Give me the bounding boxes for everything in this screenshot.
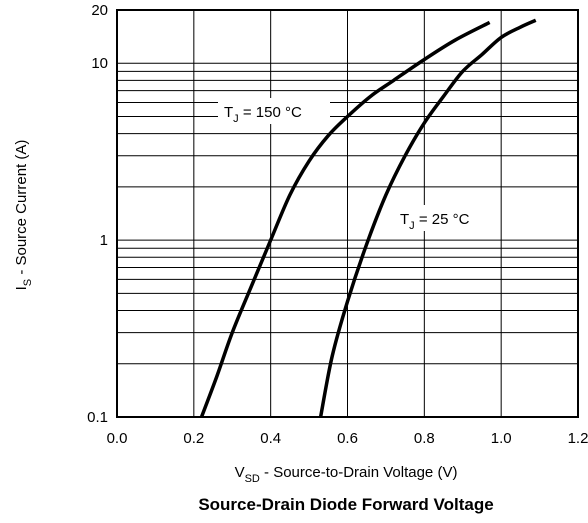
x-tick-label: 0.8 (414, 430, 435, 447)
svg-text:TJ = 150 °C: TJ = 150 °C (224, 104, 302, 125)
y-tick-label: 10 (91, 55, 108, 72)
x-tick-label: 0.2 (183, 430, 204, 447)
curve-tj-25c (318, 18, 537, 418)
y-axis-label: IS - Source Current (A) (13, 140, 34, 291)
curve-tj-150c (199, 20, 491, 418)
x-tick-label: 1.0 (491, 430, 512, 447)
x-axis-label: VSD - Source-to-Drain Voltage (V) (235, 464, 458, 485)
series-label-150c: TJ = 150 °C (218, 98, 330, 125)
y-tick-label: 1 (100, 232, 108, 249)
y-tick-label: 0.1 (87, 409, 108, 426)
svg-text:TJ = 25 °C: TJ = 25 °C (400, 211, 470, 232)
curves (199, 18, 537, 418)
x-tick-label: 0.4 (260, 430, 281, 447)
chart-title: Source-Drain Diode Forward Voltage (198, 495, 493, 514)
series-label-25c: TJ = 25 °C (395, 205, 491, 232)
grid (116, 9, 579, 418)
x-tick-label: 1.2 (568, 430, 588, 447)
x-tick-label: 0.6 (337, 430, 358, 447)
plot-frame (116, 9, 579, 418)
tick-labels: 0.0 0.2 0.4 0.6 0.8 1.0 1.2 0.1 1 10 20 (87, 2, 588, 447)
x-tick-label: 0.0 (107, 430, 128, 447)
y-tick-label: 20 (91, 2, 108, 19)
